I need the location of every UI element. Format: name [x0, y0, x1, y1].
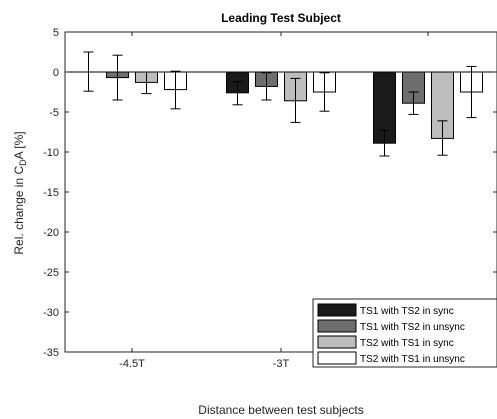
error-bars-layer	[83, 51, 477, 157]
legend-label-4: TS2 with TS1 in unsync	[360, 354, 465, 365]
legend-label-2: TS1 with TS2 in unsync	[360, 322, 465, 333]
legend-swatch-4	[317, 351, 357, 365]
y-axis-title-main: Rel. change in C	[12, 166, 26, 255]
x-tick-label-1: -3T	[273, 358, 290, 370]
y-axis-title-subscript: D	[18, 159, 28, 166]
legend-swatch-2	[317, 319, 357, 333]
y-tick-label-6: -25	[43, 267, 59, 279]
legend-swatch-3	[317, 335, 357, 349]
legend-items: TS1 with TS2 in sync TS1 with TS2 in unsy…	[317, 303, 465, 365]
y-tick-label-0: 5	[53, 27, 59, 39]
legend-label-3: TS2 with TS1 in sync	[360, 338, 454, 349]
y-tick-label-3: -10	[43, 147, 59, 159]
legend: TS1 with TS2 in sync TS1 with TS2 in unsy…	[312, 298, 497, 368]
y-tick-label-1: 0	[53, 67, 59, 79]
y-axis-title-suffix: A [%]	[12, 131, 26, 159]
y-axis-title: Rel. change in CDA [%]	[12, 131, 28, 254]
chart-title: Leading Test Subject	[221, 11, 341, 25]
bars-layer	[106, 71, 483, 144]
legend-label-1: TS1 with TS2 in sync	[360, 306, 454, 317]
y-tick-label-5: -20	[43, 227, 59, 239]
x-tick-label-0: -4.5T	[119, 358, 145, 370]
y-tick-label-8: -35	[43, 347, 59, 359]
y-tick-label-7: -30	[43, 307, 59, 319]
y-tick-label-2: -5	[49, 107, 59, 119]
y-tick-label-4: -15	[43, 187, 59, 199]
legend-swatch-1	[317, 303, 357, 317]
x-axis-title: Distance between test subjects	[198, 403, 363, 417]
